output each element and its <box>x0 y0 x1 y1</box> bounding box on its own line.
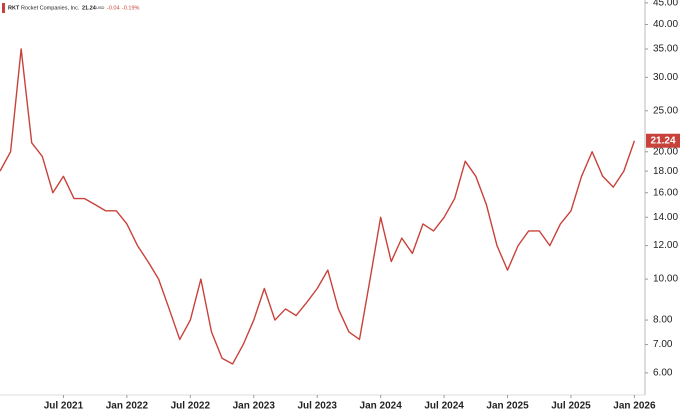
y-tick-label: 7.00 <box>653 339 673 350</box>
x-tick-label: Jul 2021 <box>44 401 84 411</box>
x-tick-label: Jul 2025 <box>551 401 591 411</box>
y-tick-label: 20.00 <box>653 146 678 157</box>
y-tick-label: 45.00 <box>653 0 678 8</box>
last-price-badge <box>646 133 680 148</box>
y-tick-label: 14.00 <box>653 212 678 223</box>
x-tick-label: Jan 2026 <box>613 401 656 411</box>
y-tick-label: 30.00 <box>653 72 678 83</box>
x-tick-label: Jan 2025 <box>486 401 529 411</box>
header-currency: USD <box>96 5 105 10</box>
y-tick-label: 25.00 <box>653 105 678 116</box>
x-tick-label: Jan 2023 <box>233 401 276 411</box>
header-change: -0.04 <box>107 5 120 11</box>
header-change-pct: -0.19% <box>122 5 140 11</box>
y-tick-label: 8.00 <box>653 315 673 326</box>
header-symbol: RKT <box>8 5 20 11</box>
y-tick-label: 12.00 <box>653 240 678 251</box>
y-tick-label: 35.00 <box>653 44 678 55</box>
y-tick-label: 18.00 <box>653 166 678 177</box>
y-tick-label: 40.00 <box>653 19 678 30</box>
x-tick-label: Jul 2024 <box>424 401 464 411</box>
header-name: Rocket Companies, Inc. <box>21 5 80 11</box>
x-tick-label: Jul 2023 <box>297 401 337 411</box>
y-tick-label: 10.00 <box>653 274 678 285</box>
x-tick-label: Jan 2024 <box>360 401 403 411</box>
y-tick-label: 6.00 <box>653 368 673 379</box>
legend-swatch <box>2 3 5 13</box>
price-line <box>0 48 636 365</box>
y-tick-label: 16.00 <box>653 187 678 198</box>
header-price: 21.24 <box>82 5 97 11</box>
x-tick-label: Jul 2022 <box>171 401 211 411</box>
last-price-label: 21.24 <box>650 135 675 146</box>
x-tick-label: Jan 2022 <box>106 401 149 411</box>
